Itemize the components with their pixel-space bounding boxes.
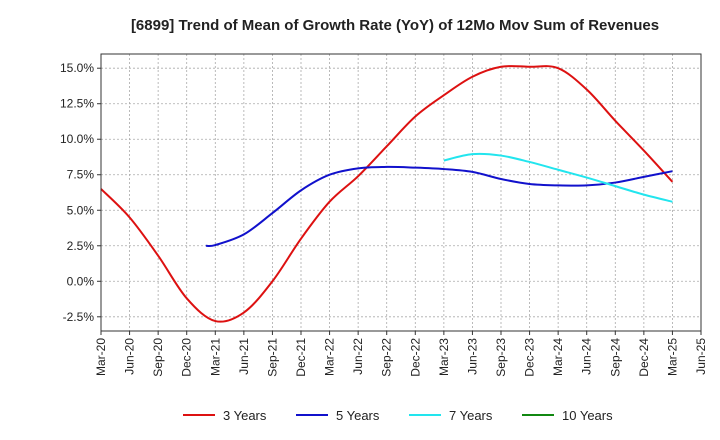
x-tick-label: Mar-25 [665, 338, 679, 376]
y-axis: -2.5% 0.0% 2.5% 5.0% 7.5% 10.0% 12.5% 15.0% [60, 61, 101, 324]
y-tick-label: 10.0% [60, 132, 94, 146]
x-tick-label: Dec-20 [180, 338, 194, 377]
series-line-7-years [443, 152, 673, 203]
grid [100, 54, 702, 331]
series-line-3-years [100, 64, 674, 323]
legend-label-7-years: 7 Years [449, 408, 493, 423]
plot-frame [100, 53, 702, 332]
x-axis: Mar-20 Jun-20 Sep-20 Dec-20 Mar-21 Jun-21 Sep-… [94, 331, 708, 377]
x-tick-label: Sep-20 [151, 338, 165, 377]
x-tick-label: Jun-21 [237, 338, 251, 375]
x-tick-label: Dec-22 [408, 338, 422, 377]
x-tick-label: Jun-25 [694, 338, 708, 375]
chart-title: [6899] Trend of Mean of Growth Rate (YoY… [131, 17, 659, 34]
x-tick-label: Mar-22 [323, 338, 337, 376]
x-tick-label: Dec-24 [637, 338, 651, 377]
x-tick-label: Sep-23 [494, 338, 508, 377]
y-tick-label: 7.5% [67, 168, 95, 182]
y-tick-label: -2.5% [63, 310, 95, 324]
y-tick-label: 0.0% [67, 274, 95, 288]
y-tick-label: 12.5% [60, 97, 94, 111]
x-tick-label: Sep-21 [265, 338, 279, 377]
x-tick-label: Jun-24 [580, 338, 594, 375]
x-tick-label: Jun-20 [123, 338, 137, 375]
x-tick-label: Dec-23 [523, 338, 537, 377]
x-tick-label: Dec-21 [294, 338, 308, 377]
legend: 3 Years 5 Years 7 Years 10 Years [183, 408, 613, 423]
plot-background [101, 54, 701, 331]
x-tick-label: Sep-24 [608, 338, 622, 377]
y-tick-label: 5.0% [67, 203, 95, 217]
legend-label-10-years: 10 Years [562, 408, 613, 423]
y-tick-label: 15.0% [60, 61, 94, 75]
y-tick-label: 2.5% [67, 239, 95, 253]
x-tick-label: Mar-24 [551, 338, 565, 376]
legend-label-3-years: 3 Years [223, 408, 267, 423]
x-tick-label: Mar-23 [437, 338, 451, 376]
x-tick-label: Mar-20 [94, 338, 108, 376]
legend-label-5-years: 5 Years [336, 408, 380, 423]
x-tick-label: Jun-22 [351, 338, 365, 375]
series-line-5-years [205, 165, 673, 248]
series-layer [100, 64, 674, 323]
x-tick-label: Mar-21 [208, 338, 222, 376]
x-tick-label: Jun-23 [465, 338, 479, 375]
x-tick-label: Sep-22 [380, 338, 394, 377]
